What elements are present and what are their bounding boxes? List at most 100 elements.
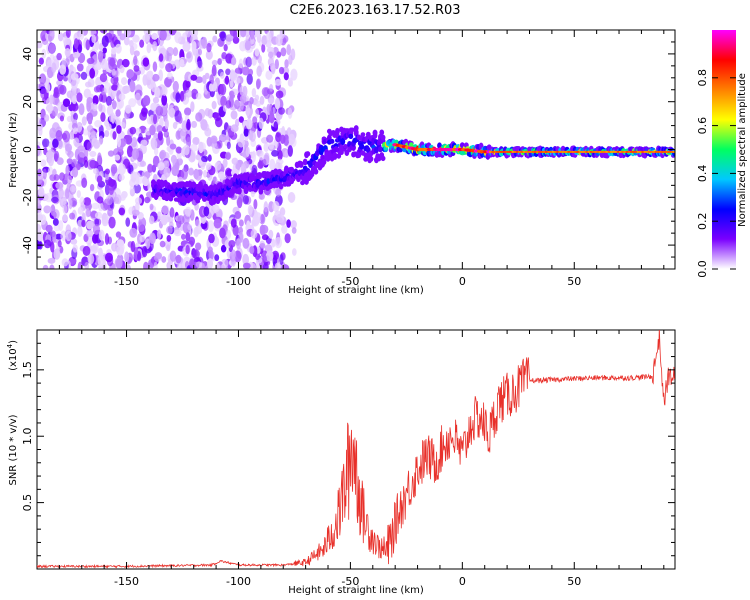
spectrogram-cell: [247, 204, 253, 216]
spectrogram-cell: [533, 150, 537, 153]
spectrogram-cell: [37, 199, 41, 207]
spectrogram-cell: [491, 150, 495, 153]
spectrogram-cell: [107, 150, 115, 157]
spectrogram-cell: [176, 262, 183, 269]
spectrogram-cell: [349, 127, 355, 133]
spectrogram-cell: [549, 150, 553, 153]
spectrogram-cell: [231, 56, 237, 66]
spectrogram-cell: [59, 115, 65, 122]
spectrogram-cell: [545, 150, 549, 153]
spectrogram-cell: [128, 98, 137, 108]
spectrogram-cell: [287, 107, 293, 119]
spectrogram-cell: [353, 125, 359, 132]
spectrogram-cell: [672, 150, 675, 153]
spectrogram-cell: [495, 150, 499, 153]
spectrogram-cell: [158, 53, 164, 62]
spectrogram-cell: [112, 243, 119, 251]
spectrogram-cell: [37, 148, 43, 157]
spectrogram-cell: [70, 72, 79, 81]
spectrogram-cell: [159, 149, 167, 159]
spectrogram-cell: [91, 34, 97, 44]
spectrogram-cell: [639, 150, 643, 153]
spectrogram-cell: [134, 92, 142, 104]
spectrogram-cell: [166, 52, 172, 62]
spectrogram-cell: [245, 146, 250, 157]
spectrogram-cell: [37, 231, 44, 243]
spectrogram-cell: [228, 240, 236, 248]
spectrogram-cell: [204, 108, 211, 117]
spectrogram-cell: [111, 84, 119, 91]
spectrogram-cell: [104, 233, 110, 245]
colorbar: 0.0 0.2 0.4 0.6 0.8 Normalized spectral ampl…: [696, 30, 748, 278]
spectrogram-cell: [77, 44, 83, 53]
snr-scale-prefix: (x10: [8, 348, 19, 371]
spectrogram-cell: [219, 71, 225, 79]
spectrogram-cell: [259, 95, 265, 105]
spectrogram-cell: [145, 238, 151, 250]
spectrogram-cell: [166, 135, 171, 147]
spectrogram-cell: [240, 30, 247, 38]
spectrogram-cell: [70, 78, 78, 90]
spectrogram-cell: [625, 150, 629, 153]
spectrogram-cell: [321, 158, 327, 166]
spectrogram-cell: [161, 85, 168, 97]
spectrogram-cell: [161, 94, 168, 106]
spectrogram-cell: [261, 35, 268, 46]
spectrogram-cell: [245, 118, 253, 130]
spectrogram-cell: [274, 262, 282, 269]
spectrogram-cell: [246, 220, 251, 231]
chart-title: C2E6.2023.163.17.52.R03: [289, 3, 460, 18]
spectrogram-cell: [267, 57, 275, 67]
spectrogram-cell: [253, 199, 258, 210]
spectrogram-cell: [594, 150, 598, 153]
spectrogram-cell: [71, 95, 77, 105]
spectrogram-cell: [72, 127, 78, 135]
spectrogram-cell: [156, 211, 162, 220]
snr-scale-exponent: 4: [6, 343, 14, 348]
spectrogram-cell: [258, 117, 264, 129]
spectrogram-cell: [73, 137, 80, 147]
spectrogram-cell: [109, 57, 116, 67]
spectrogram-cell: [184, 206, 192, 217]
spectrogram-cell: [183, 144, 190, 156]
spectrogram-cell: [225, 68, 231, 76]
spectrogram-cell: [236, 196, 243, 209]
spectrogram-cell: [219, 227, 226, 239]
spectrogram-cell: [106, 105, 114, 116]
spectrogram-cell: [220, 244, 227, 253]
spectrogram-cell: [266, 134, 274, 143]
spectrogram-cell: [230, 110, 238, 120]
spectrogram-cell: [275, 188, 282, 197]
spectrogram-cell: [37, 168, 42, 177]
spectrogram-cell: [43, 114, 50, 122]
spectrogram-cell: [610, 150, 614, 153]
spectrogram-cell: [359, 142, 364, 150]
spectrogram-cell: [146, 116, 153, 125]
spectrogram-cell: [139, 39, 145, 48]
spectrogram-cell: [329, 138, 335, 144]
spectrogram-cell: [126, 145, 134, 158]
spectrogram-cell: [117, 163, 126, 175]
spectrogram-cell: [86, 229, 94, 238]
spectrogram-cell: [166, 234, 172, 242]
spectrogram-cell: [264, 152, 270, 161]
spectrogram-cell: [69, 212, 76, 220]
spectrogram-cell: [292, 248, 297, 256]
spectrogram-cell: [641, 150, 645, 153]
spectrogram-cell: [101, 58, 108, 71]
spectrogram-cell: [211, 100, 217, 110]
spectrogram-cell: [259, 242, 266, 249]
spectrogram-cell: [121, 58, 130, 68]
spectrogram-cell: [195, 92, 202, 100]
spectrogram-cell: [137, 250, 142, 262]
spectrogram-cell: [224, 152, 231, 160]
spectrogram-cell: [61, 258, 69, 267]
spectrogram-cell: [85, 65, 91, 77]
spectrogram-y-ticks: -40 -20 0 20 40: [21, 29, 675, 270]
spectrogram-cell: [85, 39, 91, 51]
x-tick-label: 50: [567, 575, 581, 588]
spectrogram-cell: [233, 99, 241, 110]
spectrogram-cell: [278, 182, 284, 190]
spectrogram-cell: [601, 150, 605, 153]
spectrogram-cell: [176, 197, 182, 203]
